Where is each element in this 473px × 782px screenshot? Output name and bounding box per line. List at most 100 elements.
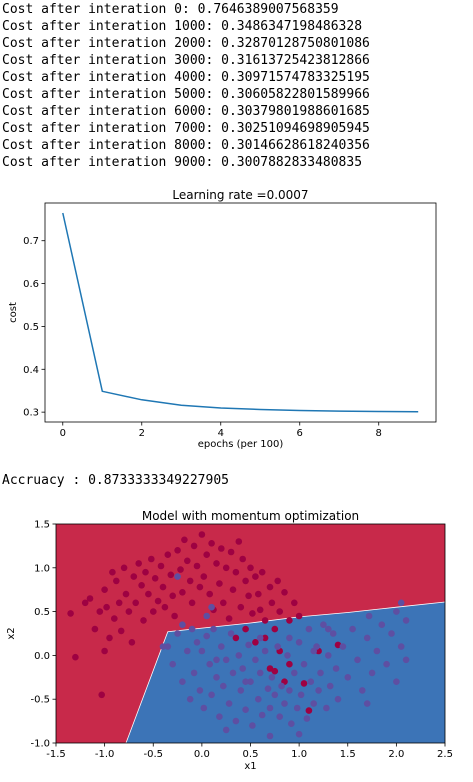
- point-class-1: [344, 674, 352, 681]
- point-class-0: [169, 592, 176, 600]
- point-class-0: [237, 603, 245, 611]
- point-class-1: [190, 669, 198, 677]
- point-class-1: [203, 632, 210, 640]
- point-class-1: [179, 678, 186, 685]
- point-class-0: [232, 568, 240, 576]
- x-axis-label: x1: [244, 761, 256, 772]
- point-class-1: [402, 656, 410, 664]
- point-class-1: [164, 643, 172, 650]
- log-line: Cost after interation 9000: 0.3007882833…: [2, 155, 363, 170]
- point-class-1: [218, 643, 225, 650]
- point-class-1: [261, 647, 269, 655]
- point-class-1: [310, 700, 318, 707]
- y-tick-label: 0.4: [23, 365, 39, 376]
- log-line: Cost after interation 1000: 0.3486347198…: [2, 19, 363, 34]
- point-class-0: [184, 557, 191, 565]
- point-class-0: [218, 545, 225, 552]
- point-class-1: [222, 656, 230, 664]
- point-class-1: [254, 695, 262, 703]
- point-class-1: [326, 682, 334, 690]
- x-tick-label: 2: [139, 428, 145, 439]
- point-class-1: [196, 687, 204, 694]
- point-class-0: [281, 589, 288, 596]
- point-class-1: [363, 700, 371, 707]
- point-class-0: [135, 560, 142, 567]
- point-class-1: [310, 647, 318, 655]
- point-class-0: [254, 590, 262, 598]
- point-class-1: [378, 621, 386, 628]
- point-class-1: [305, 625, 313, 633]
- y-tick-label: -1.0: [30, 739, 50, 750]
- point-class-1: [284, 652, 291, 659]
- point-class-0: [111, 615, 118, 622]
- point-class-0: [154, 597, 162, 605]
- log-line: Cost after interation 0: 0.7646389007568…: [2, 2, 339, 17]
- point-class-1: [235, 652, 243, 659]
- x-tick-label: 1.0: [291, 749, 307, 760]
- point-class-0: [109, 568, 116, 576]
- point-class-1: [383, 660, 390, 668]
- point-class-1: [266, 732, 274, 740]
- point-class-0: [252, 639, 259, 646]
- point-class-0: [274, 577, 282, 585]
- log-line: Cost after interation 2000: 0.3287012875…: [2, 36, 370, 51]
- cost-series-line: [62, 212, 419, 413]
- point-class-0: [122, 590, 130, 598]
- point-class-0: [286, 660, 293, 668]
- point-class-0: [81, 599, 89, 607]
- point-class-1: [320, 621, 327, 628]
- point-class-0: [130, 573, 138, 580]
- point-class-0: [245, 592, 252, 600]
- point-class-1: [291, 669, 298, 677]
- point-class-0: [252, 573, 259, 580]
- x-tick-label: 2.0: [388, 749, 404, 760]
- training-log: Cost after interation 0: 0.7646389007568…: [2, 1, 370, 171]
- point-class-0: [181, 536, 188, 544]
- point-class-1: [186, 695, 194, 703]
- point-class-0: [227, 548, 235, 556]
- point-class-0: [91, 625, 99, 633]
- point-class-1: [213, 656, 220, 664]
- point-class-1: [174, 630, 181, 637]
- x-tick-label: -1.0: [95, 749, 115, 760]
- x-tick-label: 0.0: [194, 749, 210, 760]
- point-class-0: [268, 599, 276, 607]
- y-axis-label: x2: [6, 627, 17, 639]
- point-class-0: [115, 599, 123, 607]
- point-class-0: [174, 547, 181, 554]
- point-class-0: [276, 608, 284, 615]
- point-class-0: [200, 573, 208, 580]
- point-class-1: [303, 715, 311, 722]
- point-class-1: [359, 687, 366, 694]
- x-tick-label: 0: [60, 428, 66, 439]
- point-class-0: [300, 680, 308, 687]
- point-class-0: [186, 577, 194, 585]
- x-tick-label: 2.5: [437, 749, 453, 760]
- point-class-1: [334, 695, 342, 703]
- point-class-0: [261, 634, 269, 642]
- y-tick-label: 0.6: [23, 279, 39, 290]
- point-class-0: [249, 610, 256, 617]
- decision-boundary-chart: Model with momentum optimization-1.5 -1.0…: [6, 509, 453, 772]
- point-class-0: [242, 625, 249, 633]
- point-class-0: [235, 538, 243, 545]
- log-line: Cost after interation 8000: 0.3014662861…: [2, 138, 370, 153]
- point-class-0: [148, 555, 155, 563]
- point-class-0: [286, 617, 293, 624]
- point-class-1: [332, 665, 340, 672]
- point-class-1: [317, 669, 324, 677]
- point-class-1: [288, 720, 295, 727]
- point-class-0: [216, 580, 223, 587]
- point-class-0: [258, 568, 266, 576]
- point-class-1: [268, 674, 276, 681]
- point-class-0: [140, 617, 147, 624]
- point-class-1: [200, 704, 208, 712]
- point-class-0: [67, 610, 74, 617]
- point-class-0: [271, 667, 279, 675]
- point-class-1: [249, 722, 256, 729]
- point-class-0: [167, 571, 175, 579]
- point-class-1: [293, 704, 301, 712]
- point-class-0: [266, 665, 274, 672]
- point-class-1: [325, 652, 332, 659]
- y-tick-label: 1.5: [34, 520, 50, 531]
